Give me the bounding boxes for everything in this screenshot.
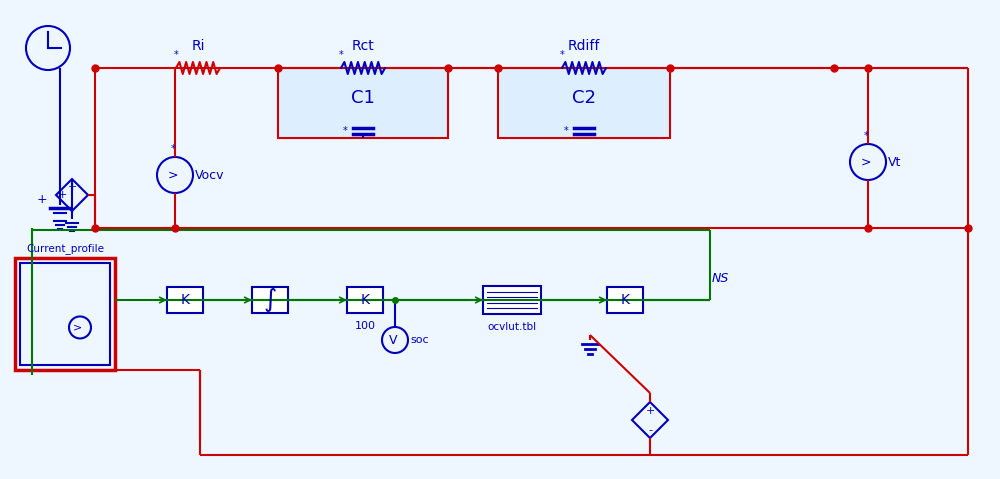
Text: >: > — [861, 156, 871, 169]
Text: *: * — [339, 50, 343, 60]
Bar — [15, 258, 115, 370]
Text: +: + — [37, 193, 47, 205]
Text: K: K — [180, 293, 190, 307]
Text: *: * — [560, 50, 564, 60]
Text: *: * — [564, 126, 568, 136]
Text: +: + — [67, 182, 77, 192]
Text: >: > — [168, 169, 178, 182]
Text: $\int$: $\int$ — [263, 286, 277, 314]
Text: *: * — [174, 50, 178, 60]
Bar — [278, 68, 448, 138]
Text: K: K — [620, 293, 630, 307]
Text: Vt: Vt — [888, 156, 901, 169]
Text: >: > — [73, 322, 83, 332]
Bar — [167, 287, 203, 313]
Bar — [607, 287, 643, 313]
Text: C2: C2 — [572, 89, 596, 107]
Text: *: * — [864, 131, 868, 141]
Text: soc: soc — [410, 335, 429, 345]
Text: +: + — [645, 406, 655, 416]
Text: K: K — [360, 293, 370, 307]
Text: V: V — [389, 333, 397, 346]
Text: C1: C1 — [351, 89, 375, 107]
Text: Vocv: Vocv — [195, 169, 224, 182]
Bar — [347, 287, 383, 313]
Bar — [498, 68, 670, 138]
Bar — [252, 287, 288, 313]
Text: Current_profile: Current_profile — [26, 243, 104, 254]
Text: NS: NS — [711, 272, 729, 285]
Text: +: + — [58, 190, 67, 200]
Text: ocvlut.tbl: ocvlut.tbl — [487, 322, 537, 332]
Text: Rct: Rct — [352, 39, 374, 53]
Text: 100: 100 — [354, 321, 376, 331]
Text: Ri: Ri — [191, 39, 205, 53]
Bar — [20, 263, 110, 365]
Text: Rdiff: Rdiff — [568, 39, 600, 53]
Bar — [483, 286, 541, 314]
Text: *: * — [171, 144, 175, 154]
Text: -: - — [648, 425, 652, 435]
Text: *: * — [343, 126, 347, 136]
